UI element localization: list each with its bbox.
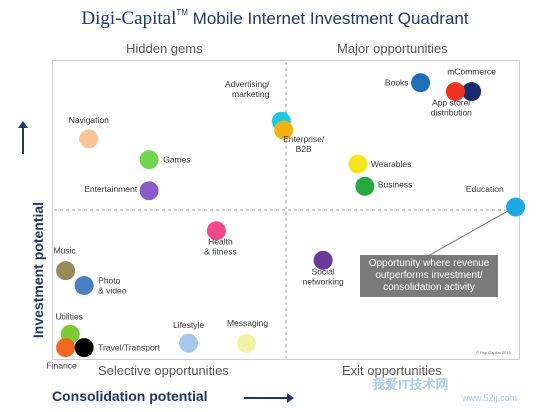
data-point-2: [445, 82, 465, 102]
quadrant-label-top-right: Major opportunities: [337, 41, 448, 56]
data-point-1: [462, 82, 482, 102]
data-label-17: Travel/Transport: [98, 343, 160, 353]
y-axis-arrow: [22, 126, 24, 154]
x-axis-label: Consolidation potential: [52, 388, 208, 404]
x-axis-arrow: [244, 397, 288, 399]
chart-title: Digi-CapitalTM Mobile Internet Investmen…: [0, 8, 550, 30]
data-label-1: mCommerce: [447, 67, 496, 77]
data-label-9: Entertainment: [84, 184, 138, 194]
data-label-8: Business: [378, 179, 413, 189]
quadrant-label-top-left: Hidden gems: [126, 41, 203, 56]
data-label-2: App store/distribution: [431, 98, 472, 118]
data-label-5: Navigation: [69, 115, 109, 125]
data-point-16: [56, 338, 76, 358]
data-label-13: Music: [53, 246, 76, 256]
callout-box: Opportunity where revenue outperforms in…: [360, 255, 498, 297]
data-point-6: [139, 150, 159, 170]
data-label-7: Wearables: [371, 159, 411, 169]
y-axis-arrow-head: [18, 121, 28, 128]
callout-connector: [427, 210, 508, 257]
quadrant-label-bottom-right: Exit opportunities: [342, 363, 442, 378]
data-point-9: [139, 181, 159, 201]
data-label-19: Messaging: [227, 318, 268, 328]
data-label-18: Lifestyle: [173, 320, 204, 330]
quadrant-label-bottom-left: Selective opportunities: [98, 363, 229, 378]
data-label-6: Games: [163, 155, 190, 165]
data-point-10: [506, 197, 526, 217]
data-point-17: [74, 338, 94, 358]
copyright: © Digi-Capital 2013: [476, 350, 511, 355]
data-label-16: Finance: [46, 361, 77, 371]
x-axis-arrow-head: [287, 393, 294, 403]
data-point-5: [79, 129, 99, 149]
watermark-url: www.52ij.com: [462, 393, 518, 403]
data-point-13: [56, 261, 76, 281]
data-label-15: Utilities: [56, 311, 83, 321]
data-label-4: Enterprise/B2B: [283, 134, 325, 154]
data-point-8: [355, 176, 375, 196]
data-label-10: Education: [466, 184, 504, 194]
data-point-11: [206, 221, 226, 241]
data-point-18: [179, 333, 199, 353]
data-label-0: Books: [385, 78, 409, 88]
data-point-14: [74, 275, 94, 295]
data-point-7: [348, 154, 368, 174]
data-point-12: [313, 250, 333, 270]
watermark-text: 我爱IT技术网: [372, 377, 449, 392]
data-point-19: [237, 333, 257, 353]
data-label-11: Health & fitness: [204, 237, 237, 257]
data-label-14: Photo & video: [98, 275, 127, 295]
title-text: Mobile Internet Investment Quadrant: [192, 9, 469, 28]
data-label-12: Social networking: [303, 266, 344, 286]
data-label-3: Advertising/marketing: [225, 79, 270, 99]
data-point-4: [274, 120, 294, 140]
data-point-0: [411, 73, 431, 93]
trademark: TM: [176, 8, 188, 17]
brand-name: Digi-Capital: [81, 8, 177, 29]
